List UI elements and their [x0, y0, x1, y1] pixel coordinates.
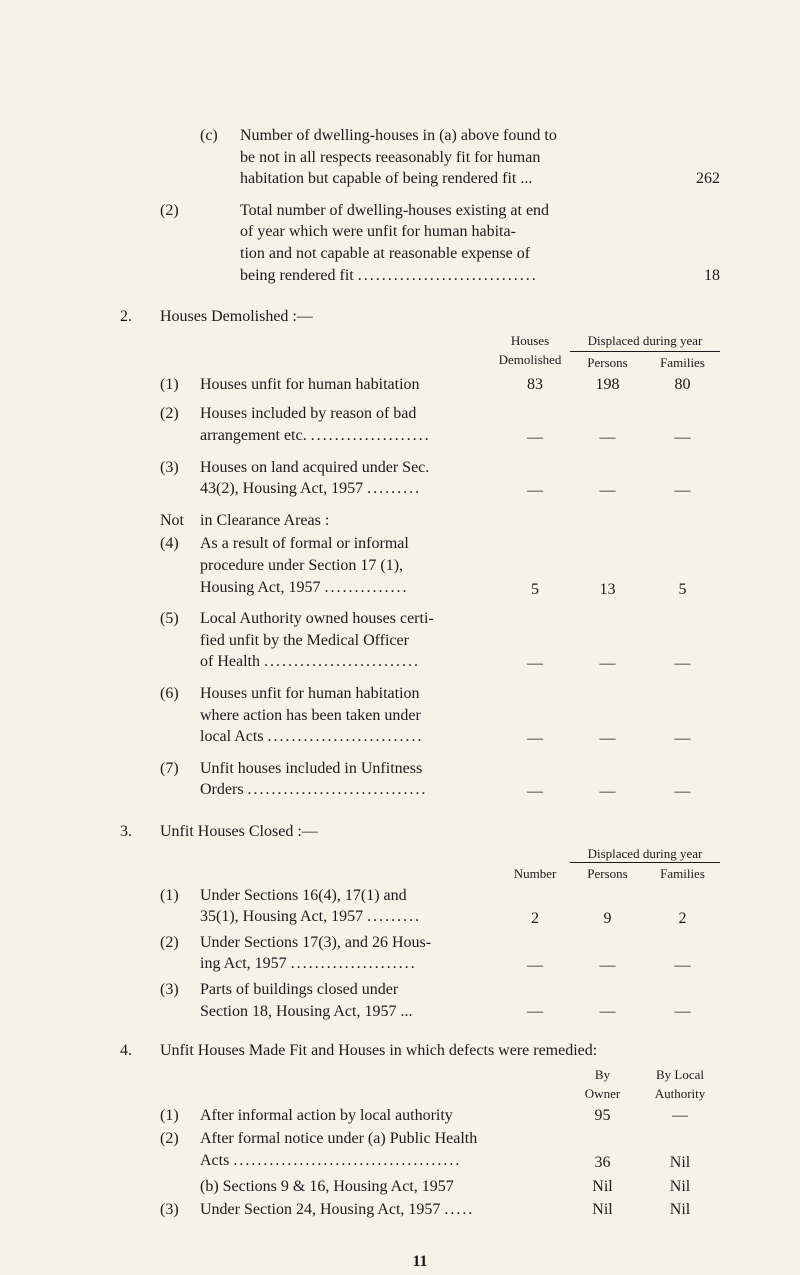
- section-3-header: 3. Unfit Houses Closed :—: [120, 821, 720, 843]
- table-subheader: Number Persons Families: [120, 865, 720, 883]
- table-row: (7) Unfit houses included in Unfitness O…: [160, 758, 720, 803]
- table-row: (1) After informal action by local autho…: [160, 1105, 720, 1127]
- table-row: (6) Houses unfit for human habitation wh…: [160, 683, 720, 750]
- table-subheader: Demolished Persons Families: [120, 351, 720, 372]
- table-row: (2) Under Sections 17(3), and 26 Hous- i…: [160, 932, 720, 977]
- table-row: (b) Sections 9 & 16, Housing Act, 1957 N…: [160, 1176, 720, 1198]
- page-number: 11: [120, 1251, 720, 1273]
- table-row: (5) Local Authority owned houses certi- …: [160, 608, 720, 675]
- item-c: (c) Number of dwelling-houses in (a) abo…: [200, 125, 720, 192]
- table-header: By By Local: [120, 1066, 720, 1084]
- item-label: (c): [200, 125, 240, 192]
- table-header: Houses Displaced during year: [120, 332, 720, 350]
- table-row: (2) After formal notice under (a) Public…: [160, 1128, 720, 1173]
- table-header: Displaced during year: [120, 845, 720, 864]
- section-4-header: 4. Unfit Houses Made Fit and Houses in w…: [120, 1040, 720, 1062]
- item-text: Total number of dwelling-houses existing…: [240, 200, 720, 288]
- value: 262: [640, 168, 720, 190]
- table-row: (1) Houses unfit for human habitation 83…: [160, 374, 720, 396]
- table-row: Not in Clearance Areas :: [160, 510, 720, 532]
- table-row: (2) Houses included by reason of bad arr…: [160, 403, 720, 448]
- table-row: (3) Houses on land acquired under Sec. 4…: [160, 457, 720, 502]
- value: 18: [640, 265, 720, 287]
- item-label: (2): [160, 200, 200, 288]
- table-row: (4) As a result of formal or informal pr…: [160, 533, 720, 600]
- section-2-header: 2. Houses Demolished :—: [120, 306, 720, 328]
- table-subheader: Owner Authority: [120, 1085, 720, 1103]
- table-row: (1) Under Sections 16(4), 17(1) and 35(1…: [160, 885, 720, 930]
- item-2-sub: (2) Total number of dwelling-houses exis…: [160, 200, 720, 288]
- table-row: (3) Parts of buildings closed under Sect…: [160, 979, 720, 1022]
- table-row: (3) Under Section 24, Housing Act, 1957 …: [160, 1199, 720, 1221]
- item-text: Number of dwelling-houses in (a) above f…: [240, 125, 720, 192]
